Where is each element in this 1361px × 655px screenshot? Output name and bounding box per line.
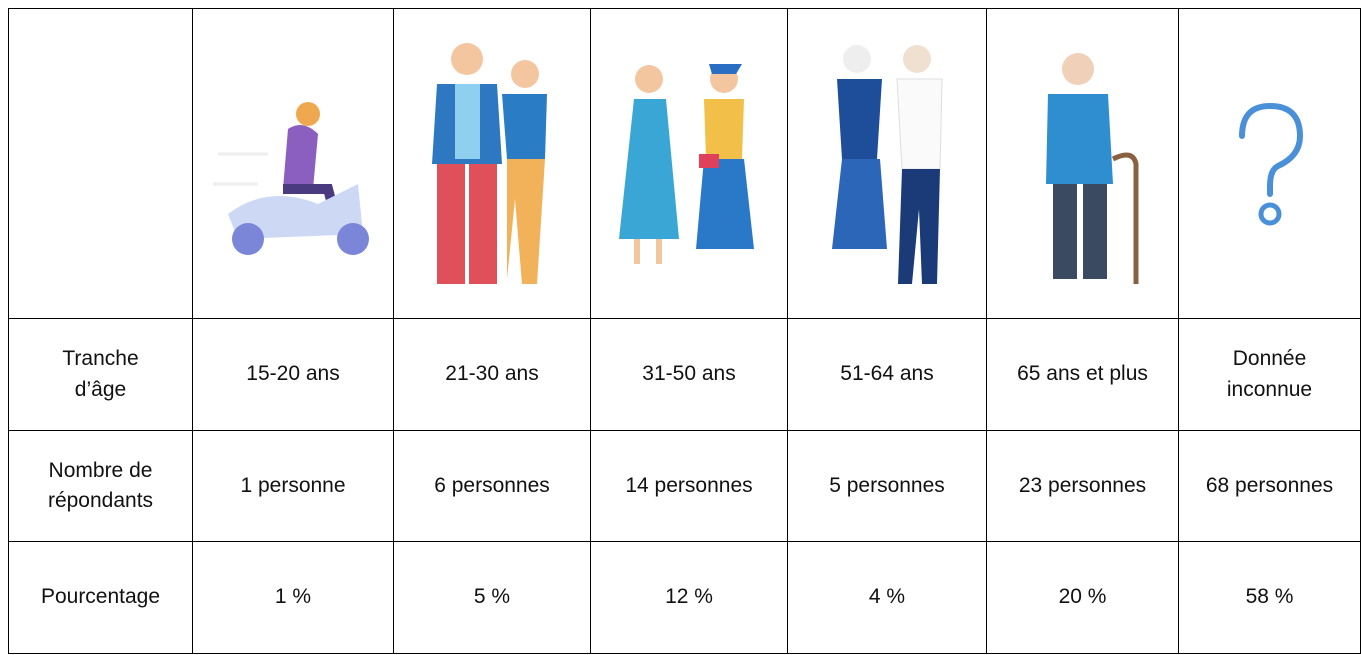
cell: 21-30 ans [393,318,591,431]
cell-text: 1 personne [240,473,346,497]
cell-text: Pourcentage [40,585,161,609]
senior-couple-illustration [832,44,943,284]
cell-text: Nombre de répondants [47,458,154,512]
age-table: Tranche d’âge 15-20 ans 21-30 ans 31-50 … [8,8,1361,654]
cell: 65 ans et plus [986,318,1179,431]
cell-text: Tranche d’âge [62,347,139,401]
cell: 4 % [787,541,987,654]
cell-text: 6 personnes [434,473,550,497]
cell-text: 21-30 ans [445,362,539,386]
empty-cell [8,8,193,319]
image-cell [192,8,394,319]
cell-text: 1 % [274,585,312,609]
respondents-row: Nombre de répondants 1 personne 6 person… [8,430,1361,542]
image-cell [590,8,788,319]
cell: 23 personnes [986,430,1179,542]
age-row: Tranche d’âge 15-20 ans 21-30 ans 31-50 … [8,318,1361,431]
cell-text: 58 % [1245,585,1294,609]
cell-text: 20 % [1058,585,1107,609]
image-cell [1178,8,1361,319]
cell: 1 personne [192,430,394,542]
cell-text: 15-20 ans [246,362,340,386]
image-cell [986,8,1179,319]
cell-text: 4 % [868,585,906,609]
cell: 51-64 ans [787,318,987,431]
cell-text: 5 personnes [829,473,945,497]
women-illustration [619,63,754,264]
cell-text: 68 personnes [1205,473,1334,497]
cell: 15-20 ans [192,318,394,431]
cell: 68 personnes [1178,430,1361,542]
question-mark-icon [1238,102,1303,225]
cell: 5 personnes [787,430,987,542]
cell: 58 % [1178,541,1361,654]
percentage-row: Pourcentage 1 % 5 % 12 % 4 % 20 % 58 % [8,541,1361,654]
scooter-illustration [213,101,369,255]
cell-text: 12 % [665,585,713,609]
cell-text: 5 % [473,585,511,609]
cell-text: 14 personnes [625,473,753,497]
image-row [8,8,1361,319]
row-header: Tranche d’âge [8,318,193,431]
image-cell [393,8,591,319]
cell-text: 23 personnes [1018,473,1147,497]
cell: 31-50 ans [590,318,788,431]
cell: 5 % [393,541,591,654]
row-header: Nombre de répondants [8,430,193,542]
cell-text: 65 ans et plus [1017,362,1148,386]
row-header: Pourcentage [8,541,193,654]
cell: Donnée inconnue [1178,318,1361,431]
cell: 6 personnes [393,430,591,542]
cell: 12 % [590,541,788,654]
elderly-illustration [1045,52,1138,284]
cell-text: Donnée inconnue [1226,347,1313,401]
cell: 20 % [986,541,1179,654]
cell: 1 % [192,541,394,654]
cell-text: 51-64 ans [840,362,934,386]
image-cell [787,8,987,319]
cell-text: 31-50 ans [642,362,736,386]
couple-illustration [432,42,547,284]
cell: 14 personnes [590,430,788,542]
